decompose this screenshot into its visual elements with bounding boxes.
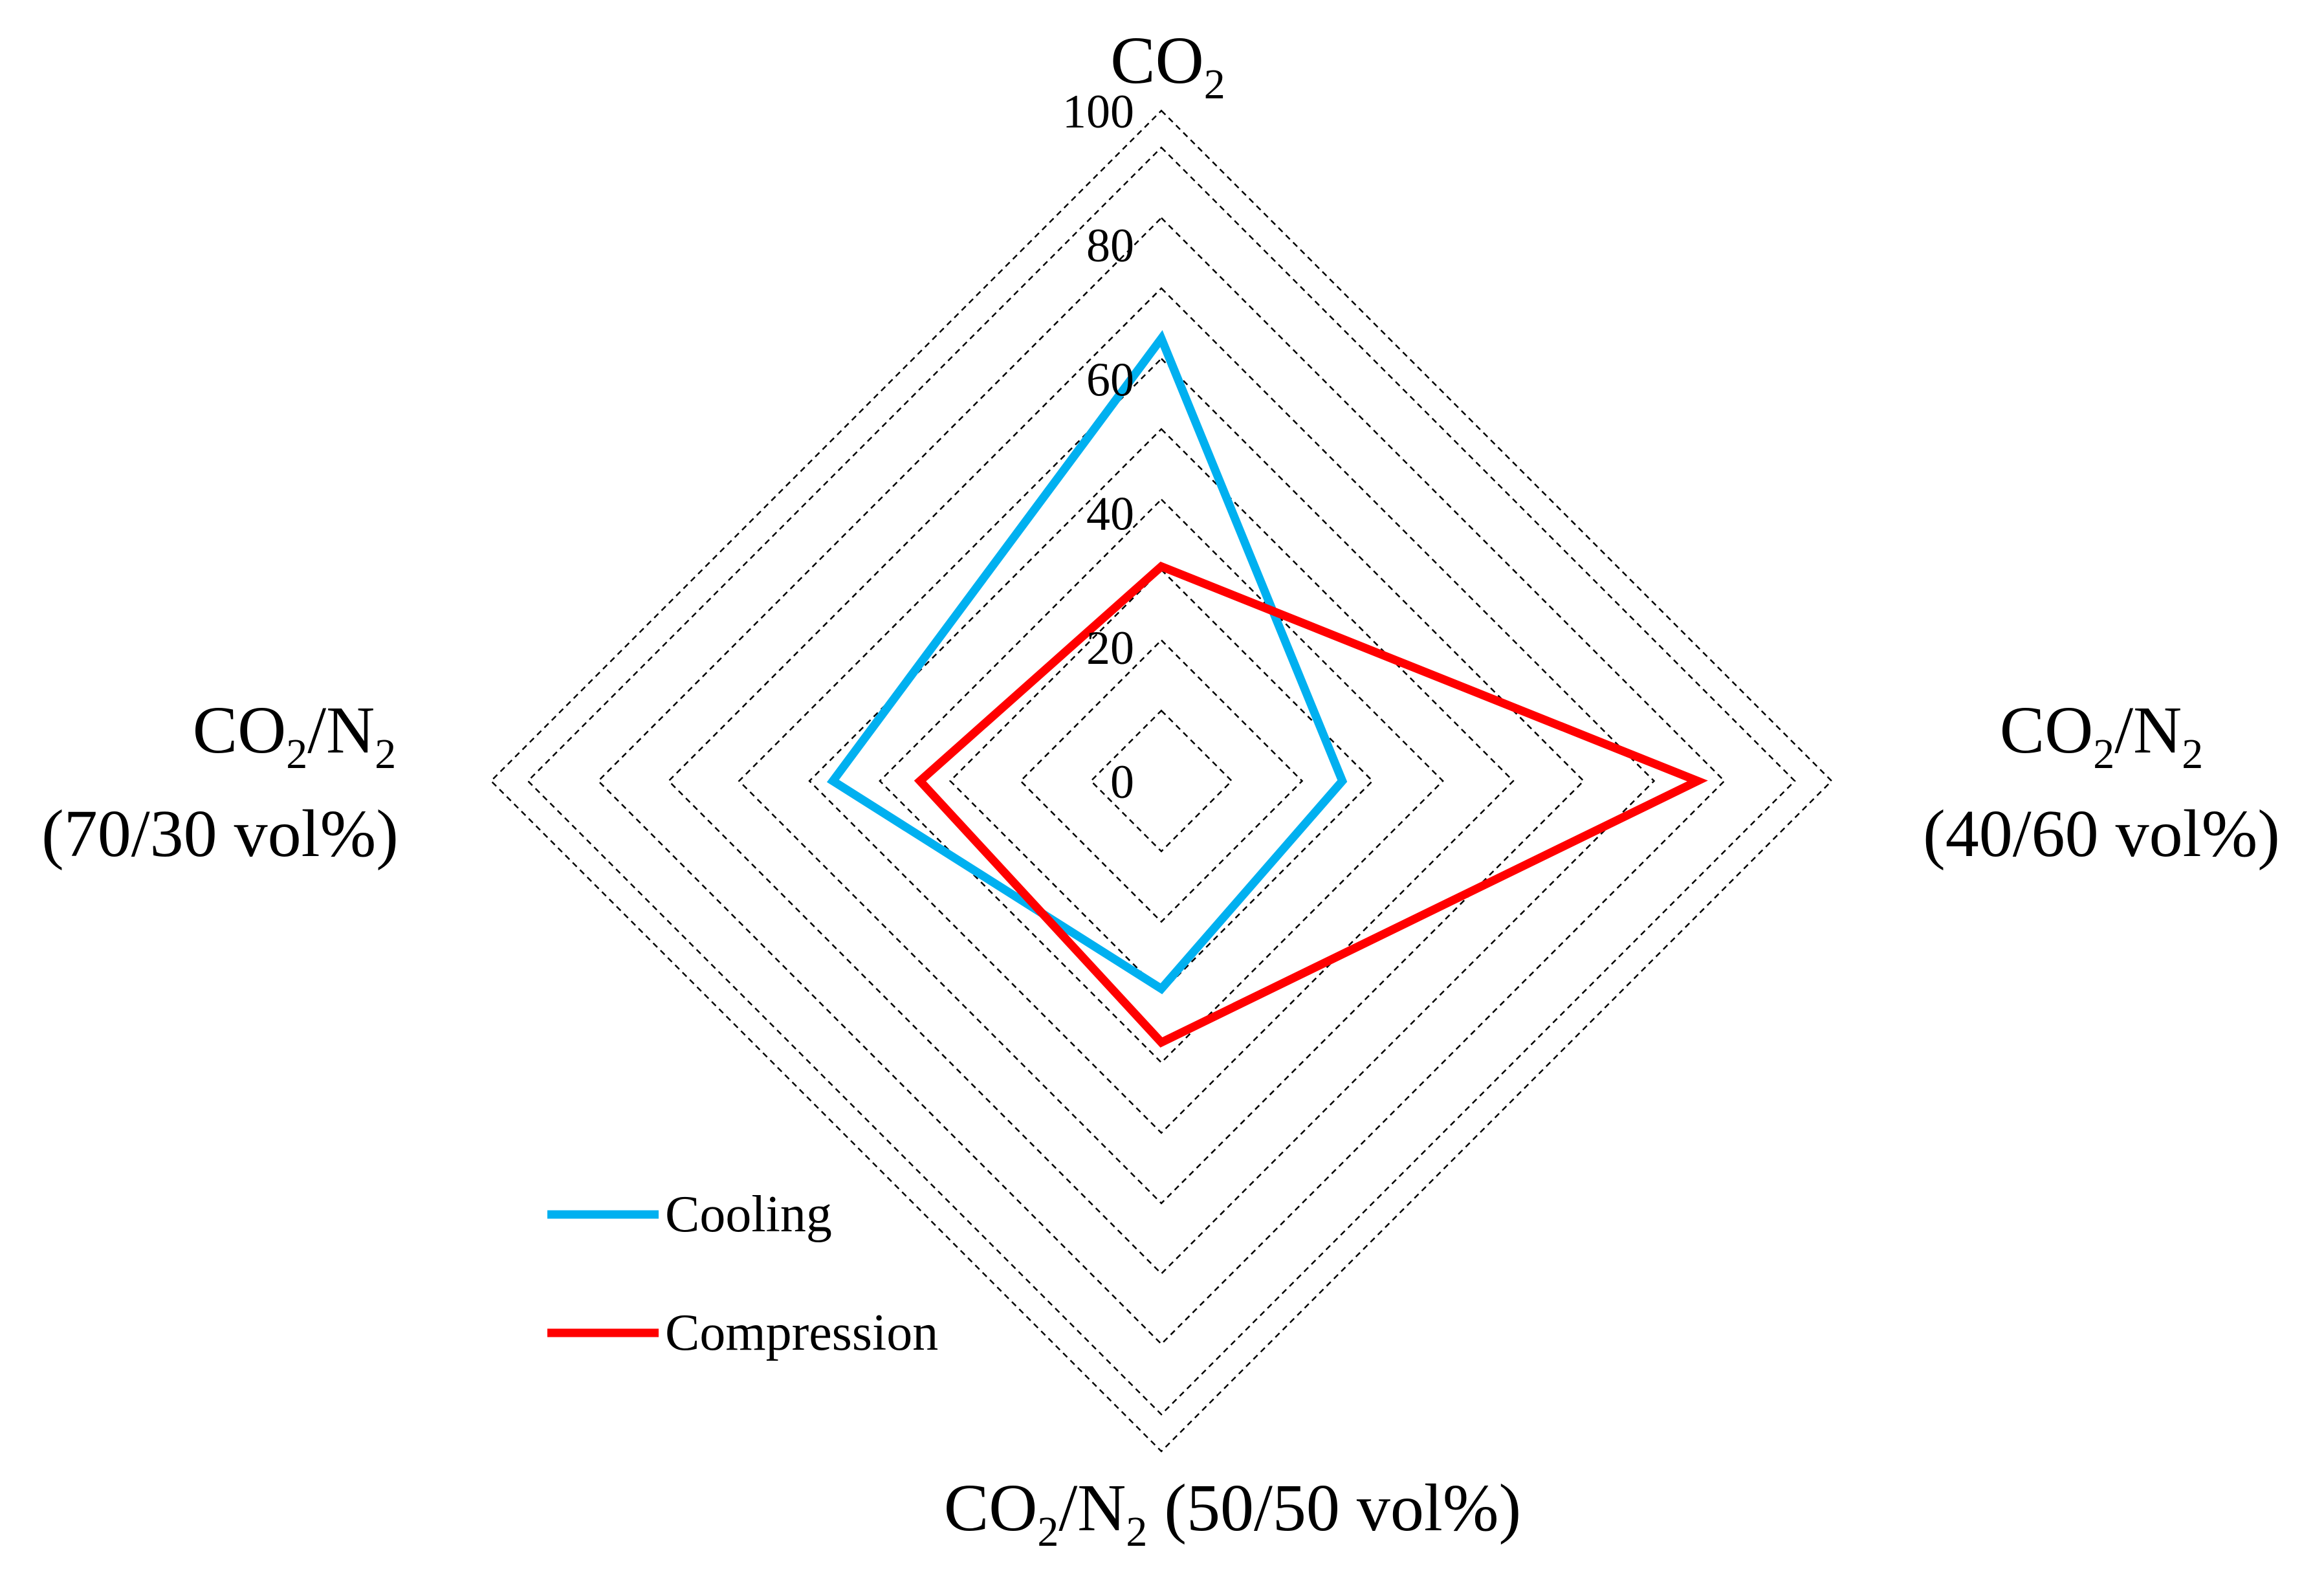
tick-label: 0 — [1110, 756, 1134, 809]
legend-item-cooling: Cooling — [547, 1186, 832, 1243]
grid-ring — [1090, 709, 1233, 853]
grid-ring — [738, 357, 1585, 1205]
axis-label-top: CO2​ — [1110, 23, 1225, 108]
series-line-cooling — [826, 330, 1348, 994]
series-line-compression — [914, 561, 1708, 1048]
grid-ring — [1019, 639, 1304, 923]
tick-label: 40 — [1086, 488, 1134, 541]
grid-ring — [527, 146, 1796, 1416]
radar-grid — [490, 109, 1833, 1453]
axis-label-left: CO2​/N2​ — [193, 693, 396, 778]
radar-series — [826, 330, 1708, 1048]
legend-label: Compression — [665, 1304, 938, 1361]
axis-label-left-line2: (70/30 vol%) — [41, 796, 399, 871]
grid-ring — [490, 109, 1833, 1453]
legend: Cooling Compression — [547, 1186, 938, 1361]
grid-ring — [667, 287, 1656, 1275]
tick-label: 60 — [1086, 353, 1134, 406]
grid-ring — [948, 568, 1374, 994]
axis-labels: CO2​ CO2​/N2​ (40/60 vol%) CO2​/N2​ (70/30 v… — [41, 23, 2280, 1555]
axis-label-bottom: CO2​/N2​ (50/50 vol%) — [944, 1471, 1521, 1555]
grid-ring — [597, 216, 1726, 1346]
radial-tick-labels: 0 20 40 60 80 100 — [1062, 85, 1134, 809]
legend-item-compression: Compression — [547, 1304, 938, 1361]
axis-label-right-line2: (40/60 vol%) — [1923, 796, 2280, 871]
tick-label: 80 — [1086, 219, 1134, 272]
legend-label: Cooling — [665, 1186, 832, 1243]
tick-label: 100 — [1062, 85, 1134, 138]
grid-ring — [879, 498, 1444, 1064]
axis-label-right: CO2​/N2​ — [2000, 693, 2203, 778]
tick-label: 20 — [1086, 622, 1134, 675]
